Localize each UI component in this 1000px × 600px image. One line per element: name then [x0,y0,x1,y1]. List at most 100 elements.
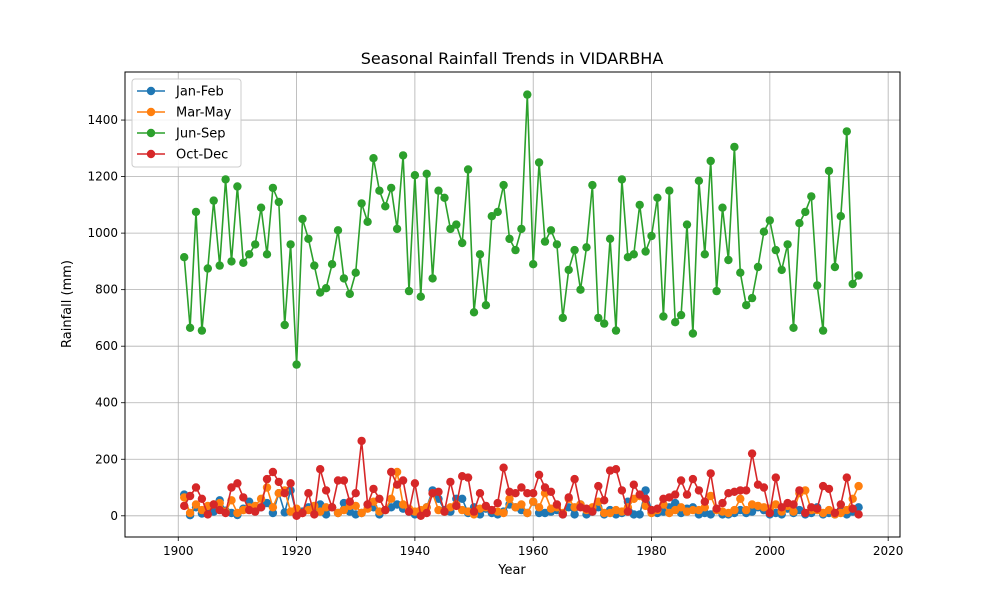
data-point-oct-dec [540,483,550,492]
data-point-oct-dec [404,507,414,516]
data-point-jun-sep [706,156,715,166]
data-point-jun-sep [375,186,384,195]
data-point-jun-sep [274,197,283,207]
data-point-oct-dec [398,476,408,485]
data-point-jan-feb [458,494,467,503]
data-point-oct-dec [481,501,491,511]
data-point-oct-dec [422,508,431,518]
data-point-jun-sep [256,203,266,212]
data-point-jun-sep [180,253,189,262]
x-tick-label: 2020 [873,544,904,558]
data-point-oct-dec [203,510,212,519]
legend-marker-jun-sep [146,128,156,138]
data-point-oct-dec [339,476,349,485]
data-point-oct-dec [262,474,272,484]
y-tick-label: 0 [110,509,118,523]
data-point-oct-dec [611,465,621,474]
data-point-jun-sep [824,166,834,176]
data-point-jun-sep [221,175,230,184]
data-point-oct-dec [487,505,496,515]
data-point-jun-sep [369,154,378,163]
data-point-mar-may [321,503,331,512]
data-point-oct-dec [546,487,556,496]
data-point-oct-dec [286,479,295,488]
data-point-jun-sep [357,199,366,208]
x-tick-label: 1920 [281,544,312,558]
data-point-oct-dec [777,503,786,512]
data-point-oct-dec [180,501,189,511]
legend-box [131,78,242,168]
data-point-jun-sep [611,326,621,335]
data-point-oct-dec [351,489,360,498]
data-point-oct-dec [410,479,420,488]
data-point-jun-sep [487,212,496,221]
data-point-oct-dec [534,470,544,479]
data-point-oct-dec [463,473,473,482]
data-point-jun-sep [700,250,709,259]
data-point-jun-sep [511,245,520,255]
legend-marker-mar-may [146,107,156,117]
y-tick-label: 1000 [87,226,118,240]
data-point-jun-sep [759,227,769,236]
data-point-jun-sep [416,292,425,301]
data-point-jun-sep [452,220,461,229]
y-axis-label: Rainfall (mm) [60,260,75,348]
data-point-mar-may [736,494,745,503]
data-point-jun-sep [280,320,289,330]
data-point-jun-sep [558,313,567,323]
data-point-oct-dec [759,483,769,492]
data-point-jun-sep [292,360,301,369]
data-point-mar-may [398,500,408,509]
data-point-mar-may [801,486,810,495]
legend-marker-jan-feb [146,86,156,96]
data-point-jun-sep [387,183,396,193]
data-point-jun-sep [564,265,573,275]
data-point-jun-sep [505,234,514,243]
data-point-oct-dec [641,494,650,503]
data-point-oct-dec [239,493,248,502]
data-point-oct-dec [706,469,715,478]
axis-ticks: 1900 1920 1940 1960 1980 2000 2020 0 200 400 600 80… [87,113,903,558]
data-point-oct-dec [635,490,644,499]
data-point-jun-sep [712,286,721,296]
data-point-jan-feb [392,500,402,509]
data-point-jan-feb [570,510,579,519]
data-point-oct-dec [185,491,195,501]
data-point-mar-may [197,505,207,515]
data-point-oct-dec [588,507,597,516]
data-point-mar-may [529,497,538,506]
data-point-jan-feb [641,486,650,495]
data-point-jun-sep [398,151,408,160]
data-point-oct-dec [375,494,384,503]
data-point-jan-feb [635,510,644,519]
data-point-jun-sep [540,237,550,246]
data-point-oct-dec [694,486,704,495]
data-point-oct-dec [304,489,313,498]
data-point-oct-dec [765,508,774,518]
data-point-jun-sep [682,220,692,229]
data-point-mar-may [351,501,360,511]
data-point-mar-may [742,505,751,515]
data-point-oct-dec [511,489,520,498]
data-point-oct-dec [771,473,780,482]
data-point-oct-dec [529,489,538,498]
data-point-jun-sep [422,169,431,178]
data-point-oct-dec [742,486,751,495]
data-point-oct-dec [310,510,319,519]
data-point-oct-dec [623,507,633,516]
data-point-oct-dec [440,507,449,516]
data-point-oct-dec [493,498,502,508]
data-point-jun-sep [629,250,638,259]
data-point-oct-dec [387,467,396,477]
data-point-jun-sep [653,193,662,202]
data-point-jun-sep [676,310,686,320]
data-point-jun-sep [434,186,443,195]
data-point-jun-sep [854,271,863,280]
data-point-oct-dec [345,497,354,506]
data-point-jun-sep [304,234,313,243]
data-point-oct-dec [558,510,567,519]
data-point-mar-may [191,500,201,509]
data-point-jun-sep [440,193,449,202]
data-point-jun-sep [570,245,579,255]
data-point-jun-sep [233,182,242,191]
